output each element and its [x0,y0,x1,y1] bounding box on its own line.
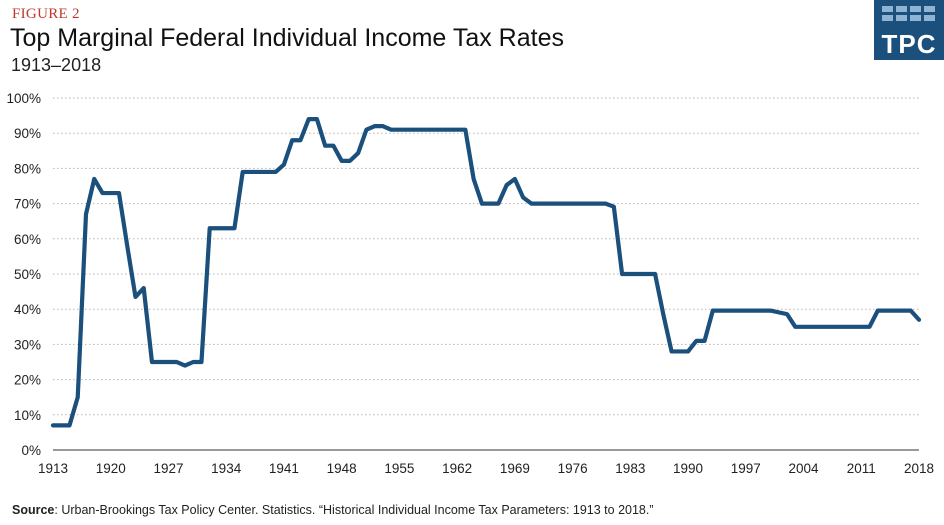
source-label: Source [12,503,55,517]
x-tick-label: 1941 [269,461,299,476]
x-tick-label: 1927 [153,461,183,476]
x-tick-label: 1962 [442,461,472,476]
x-tick-label: 2018 [904,461,934,476]
line-chart: 0%10%20%30%40%50%60%70%80%90%100% 1913 19… [6,91,934,476]
x-tick-label: 1920 [96,461,126,476]
y-tick-label: 100% [6,91,41,106]
x-tick-label: 1948 [327,461,357,476]
x-tick-label: 1969 [500,461,530,476]
y-tick-label: 70% [14,197,41,212]
y-tick-label: 30% [14,337,41,352]
gridlines [53,97,919,416]
x-tick-label: 1997 [731,461,761,476]
x-axis-tick-labels: 1913 1920 1927 1934 1941 1948 1955 1962 1969 1976… [38,461,934,476]
chart-subtitle: 1913–2018 [11,55,102,75]
y-tick-label: 50% [14,267,41,282]
y-tick-label: 40% [14,302,41,317]
x-tick-label: 1913 [38,461,68,476]
x-tick-label: 1976 [558,461,588,476]
figure-label: FIGURE 2 [12,6,80,22]
source-note: Source: Urban-Brookings Tax Policy Cente… [12,503,654,517]
x-tick-label: 2004 [789,461,820,476]
y-tick-label: 0% [21,443,41,458]
x-tick-label: 1990 [673,461,703,476]
x-tick-label: 2011 [847,461,876,476]
tpc-logo: TPC [874,0,944,60]
logo-text: TPC [881,29,937,59]
series-layer [50,117,922,428]
x-tick-label: 1934 [211,461,242,476]
y-tick-label: 20% [14,373,41,388]
y-tick-label: 60% [14,232,41,247]
x-tick-label: 1955 [384,461,414,476]
y-tick-label: 90% [14,126,41,141]
y-tick-label: 80% [14,161,41,176]
x-tick-label: 1983 [615,461,645,476]
y-axis-tick-labels: 0% 10% 20% 30% 40% 50% 60% 70% 80% 90% 100% [6,91,41,458]
y-tick-label: 10% [14,408,41,423]
series-line-top-marginal-rate [50,117,922,428]
source-text: : Urban-Brookings Tax Policy Center. Sta… [54,503,654,517]
chart-title: Top Marginal Federal Individual Income T… [10,24,564,52]
